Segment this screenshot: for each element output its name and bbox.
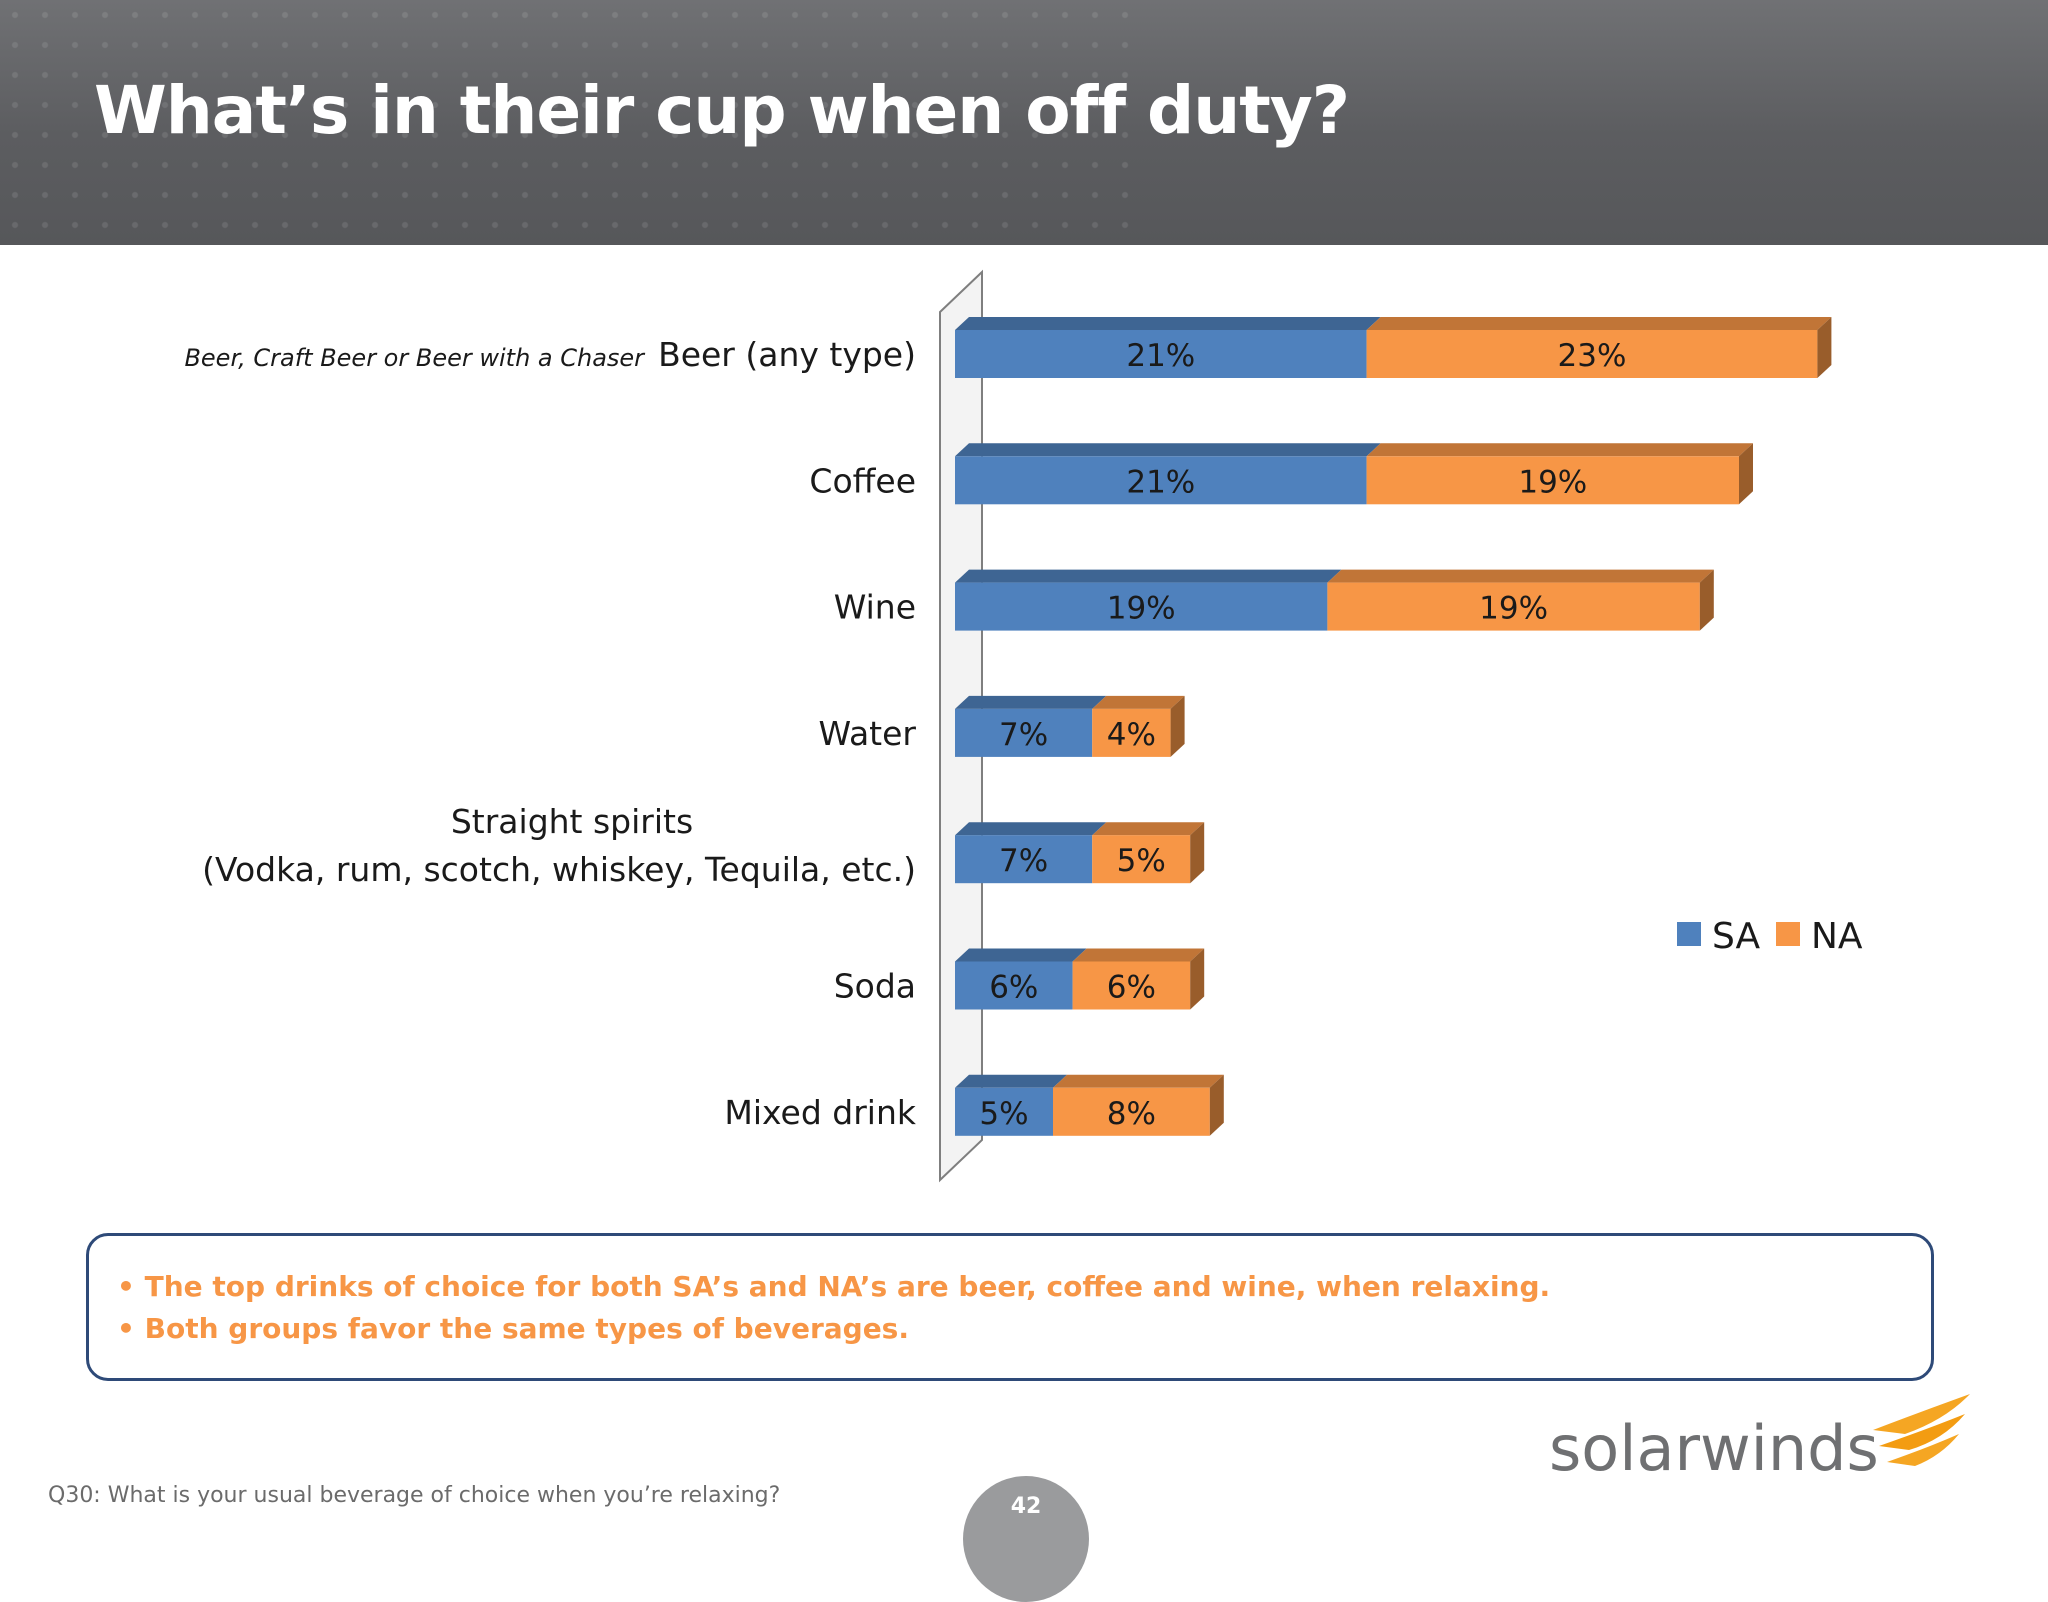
bar-side — [1190, 948, 1205, 1010]
takeaway-callout: • The top drinks of choice for both SA’s… — [86, 1233, 1934, 1381]
question-footnote: Q30: What is your usual beverage of choi… — [48, 1483, 781, 1508]
header-dot-pattern — [0, 0, 1150, 245]
category-label: Straight spirits — [451, 802, 693, 841]
bar-na — [1366, 456, 1739, 505]
bar-sa — [955, 835, 1093, 884]
bar-na — [1092, 708, 1171, 757]
data-label-na: 19% — [1479, 591, 1548, 627]
bar-top-na — [1053, 1074, 1224, 1088]
bar-top-na — [1366, 317, 1832, 330]
bar-top-na — [1327, 569, 1714, 583]
takeaway-bullet-2: • Both groups favor the same types of be… — [117, 1312, 909, 1345]
data-label-sa: 21% — [1126, 464, 1195, 500]
solarwinds-logo: solarwinds — [1545, 1390, 1970, 1500]
bar-sa — [955, 582, 1328, 631]
bar-side — [1190, 822, 1205, 884]
bar-sa — [955, 456, 1367, 505]
bar-side — [1170, 695, 1185, 757]
header-banner: What’s in their cup when off duty? — [0, 0, 2048, 245]
data-label-na: 6% — [1107, 970, 1156, 1006]
bar-top-sa — [955, 695, 1107, 709]
bar-top-na — [1072, 948, 1205, 962]
legend-label-na: NA — [1811, 916, 1863, 957]
data-label-sa: 19% — [1107, 591, 1176, 627]
takeaway-bullet-1: • The top drinks of choice for both SA’s… — [117, 1270, 1551, 1303]
bar-sa — [955, 961, 1073, 1010]
bar-side — [1699, 569, 1714, 631]
category-label: Mixed drink — [724, 1093, 916, 1132]
legend-label-sa: SA — [1712, 916, 1761, 957]
bar-sa — [955, 1087, 1053, 1136]
bar-top-sa — [955, 948, 1087, 962]
bar-na — [1092, 835, 1191, 884]
data-label-na: 5% — [1117, 843, 1166, 879]
category-note: Beer, Craft Beer or Beer with a Chaser — [184, 344, 646, 372]
page-number-badge: 42 — [963, 1476, 1089, 1602]
data-label-na: 23% — [1558, 338, 1627, 374]
bar-top-na — [1366, 443, 1753, 457]
category-label: Soda — [834, 967, 916, 1006]
bar-na — [1053, 1087, 1210, 1136]
category-label: Wine — [834, 588, 916, 627]
legend-swatch-na — [1776, 922, 1800, 946]
data-label-sa: 21% — [1126, 338, 1195, 374]
bar-top-sa — [955, 443, 1381, 457]
bar-side — [1209, 1074, 1224, 1136]
category-label: Coffee — [809, 461, 916, 500]
bar-top-sa — [955, 1074, 1067, 1088]
bar-sa — [955, 330, 1367, 378]
legend-swatch-sa — [1677, 922, 1701, 946]
logo-swoosh-icon — [1873, 1394, 1970, 1466]
category-label-line-2: (Vodka, rum, scotch, whiskey, Tequila, e… — [202, 850, 916, 889]
bar-na — [1327, 582, 1700, 631]
data-label-sa: 7% — [999, 843, 1048, 879]
data-label-na: 8% — [1107, 1096, 1156, 1132]
bar-na — [1072, 961, 1191, 1010]
bar-side — [1739, 443, 1753, 505]
bar-top-na — [1092, 695, 1185, 709]
data-label-sa: 6% — [989, 970, 1038, 1006]
bar-sa — [955, 708, 1093, 757]
data-label-na: 4% — [1107, 717, 1156, 753]
data-label-na: 19% — [1518, 464, 1587, 500]
bar-na — [1366, 330, 1818, 378]
bar-top-sa — [955, 569, 1342, 583]
logo-wordmark: solarwinds — [1549, 1412, 1879, 1485]
bar-top-na — [1092, 822, 1205, 836]
stacked-bar-chart: 21% 23% Beer (any type) Beer, Craft Beer or… — [184, 269, 1863, 1183]
slide-title: What’s in their cup when off duty? — [94, 72, 1350, 149]
category-label: Beer (any type) — [658, 335, 916, 374]
page-number: 42 — [1010, 1494, 1042, 1519]
data-label-sa: 7% — [999, 717, 1048, 753]
category-label: Water — [818, 714, 916, 753]
bar-side — [1817, 317, 1832, 378]
bar-top-sa — [955, 822, 1107, 836]
bar-top-sa — [955, 317, 1381, 330]
data-label-sa: 5% — [979, 1096, 1028, 1132]
